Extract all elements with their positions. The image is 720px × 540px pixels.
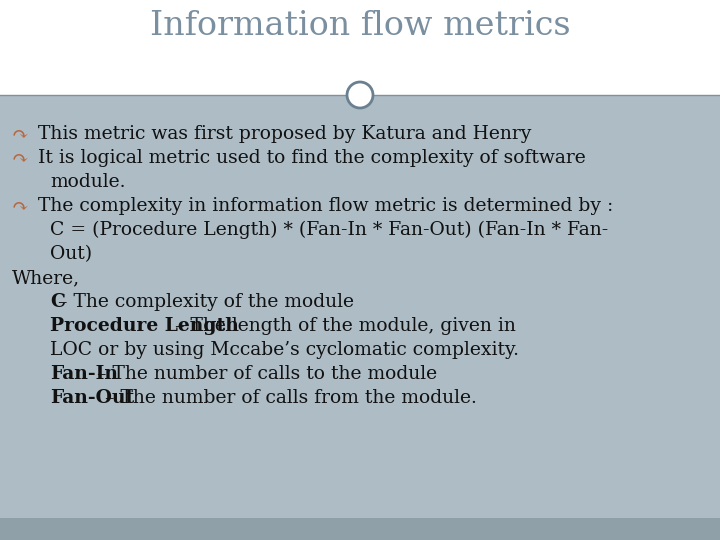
Text: This metric was first proposed by Katura and Henry: This metric was first proposed by Katura… [38,125,531,143]
Text: The complexity in information flow metric is determined by :: The complexity in information flow metri… [38,197,613,215]
Text: Out): Out) [50,245,92,263]
Text: – The number of calls to the module: – The number of calls to the module [96,365,437,383]
Text: ↷: ↷ [12,149,29,168]
Text: Fan-Out: Fan-Out [50,389,134,407]
Text: Procedure Length: Procedure Length [50,317,239,335]
Circle shape [347,82,373,108]
Text: Information flow metrics: Information flow metrics [150,10,570,42]
Text: C = (Procedure Length) * (Fan-In * Fan-Out) (Fan-In * Fan-: C = (Procedure Length) * (Fan-In * Fan-O… [50,221,608,239]
Text: – The complexity of the module: – The complexity of the module [58,293,354,311]
Bar [0,95,720,540]
Text: C: C [50,293,65,311]
Text: LOC or by using Mccabe’s cyclomatic complexity.: LOC or by using Mccabe’s cyclomatic comp… [50,341,519,359]
Text: – The number of calls from the module.: – The number of calls from the module. [104,389,477,407]
Text: Where,: Where, [12,269,80,287]
Text: It is logical metric used to find the complexity of software: It is logical metric used to find the co… [38,149,586,167]
Text: Fan-In: Fan-In [50,365,118,383]
Text: – The length of the module, given in: – The length of the module, given in [175,317,516,335]
Text: module.: module. [50,173,125,191]
Text: ↷: ↷ [12,197,29,216]
Bar [0,518,720,540]
Text: ↷: ↷ [12,125,29,144]
